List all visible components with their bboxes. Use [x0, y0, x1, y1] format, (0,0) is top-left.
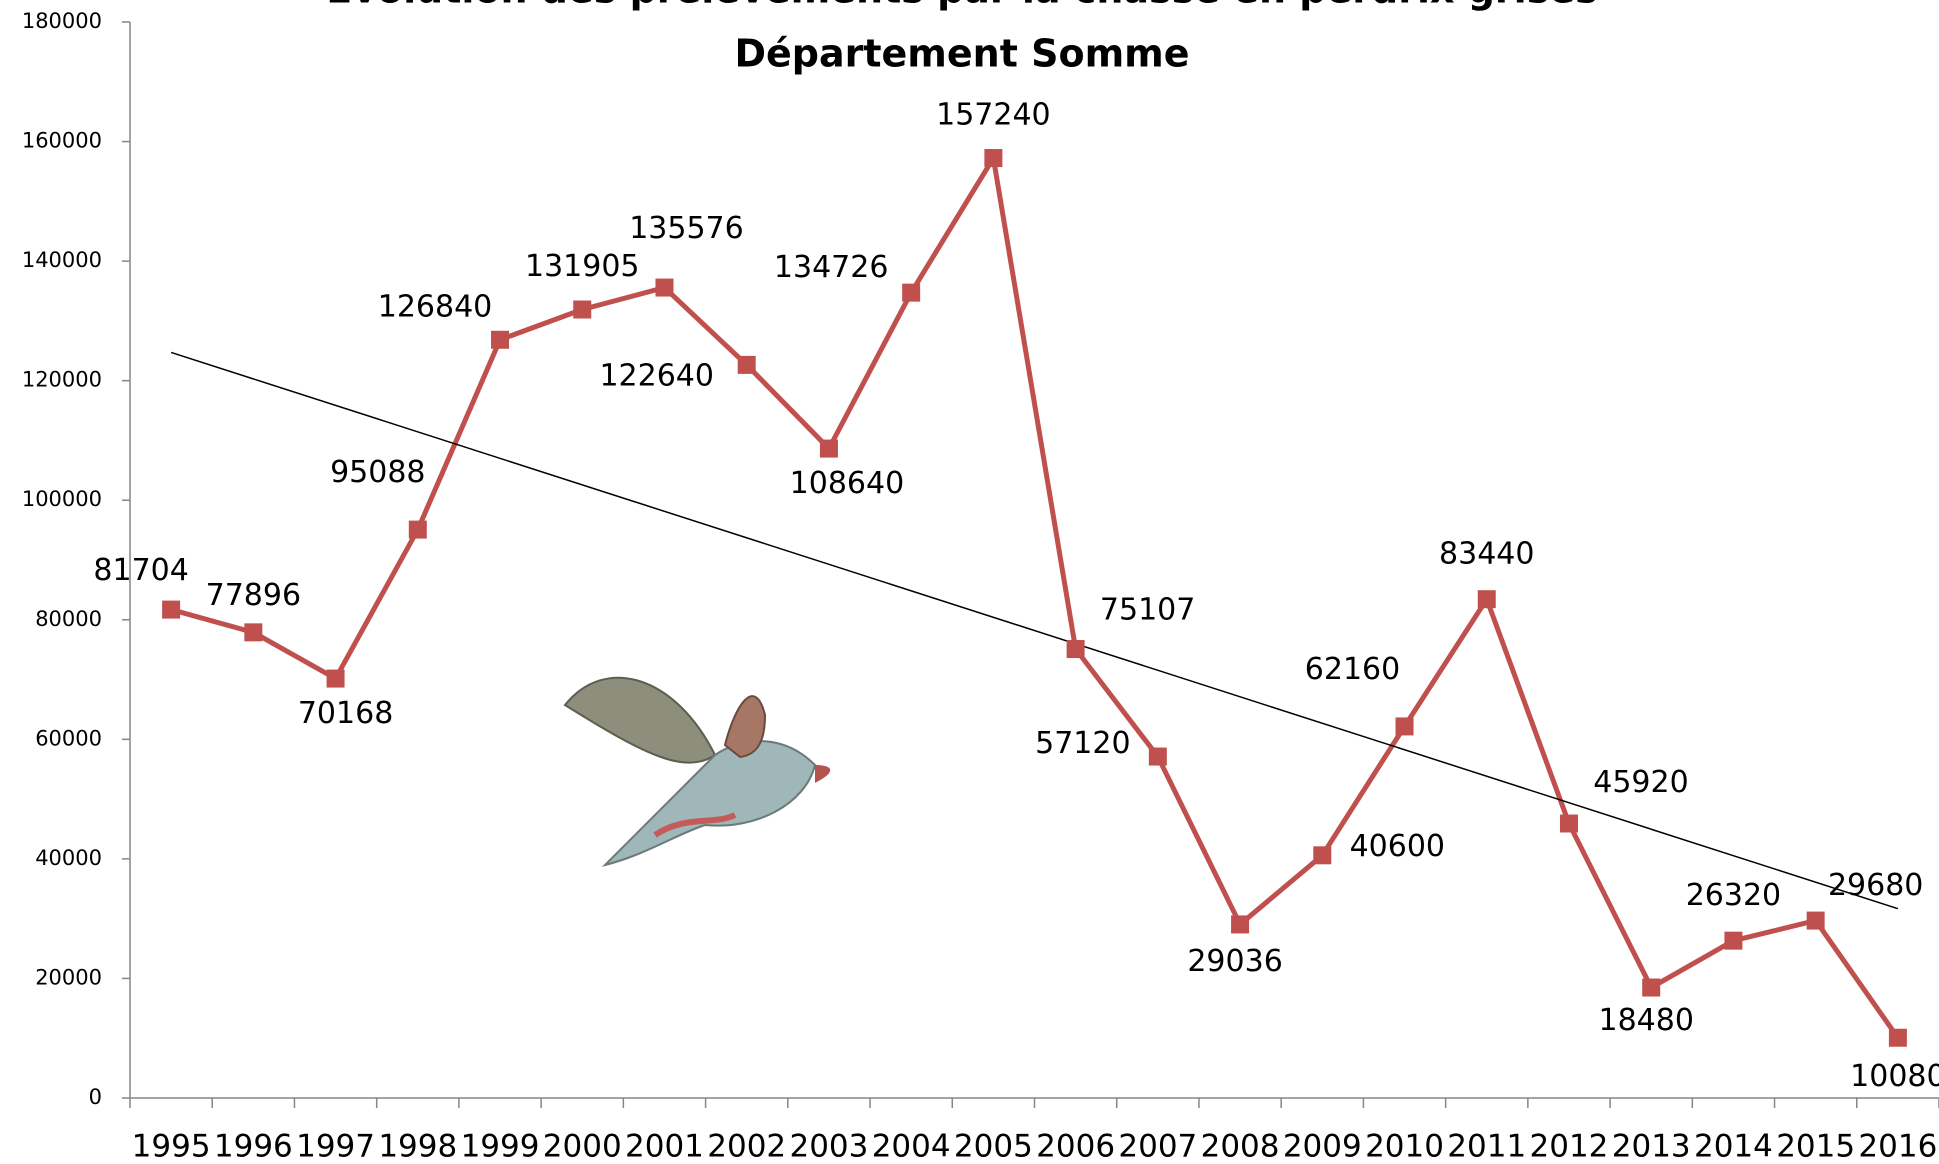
data-label: 57120: [1035, 726, 1130, 761]
data-label: 95088: [330, 455, 425, 490]
marker: [655, 279, 673, 297]
marker: [1889, 1029, 1907, 1047]
trendline: [171, 352, 1898, 908]
data-label: 157240: [936, 98, 1051, 133]
x-tick-label: 2004: [872, 1129, 951, 1164]
data-label: 40600: [1350, 829, 1445, 864]
y-tick-label: 180000: [22, 9, 102, 33]
x-tick-label: 2014: [1694, 1129, 1773, 1164]
marker: [244, 623, 262, 641]
x-tick-label: 1997: [296, 1129, 375, 1164]
marker: [820, 440, 838, 458]
marker: [327, 670, 345, 688]
data-label: 45920: [1593, 765, 1688, 800]
marker: [1478, 590, 1496, 608]
y-tick-label: 120000: [22, 368, 102, 392]
y-tick-label: 100000: [22, 487, 102, 511]
data-label: 75107: [1100, 593, 1195, 628]
data-label: 10080: [1850, 1059, 1939, 1094]
x-tick-label: 2009: [1283, 1129, 1362, 1164]
data-label: 29680: [1828, 868, 1923, 903]
x-tick-label: 2013: [1612, 1129, 1691, 1164]
marker: [409, 521, 427, 539]
marker: [1313, 846, 1331, 864]
marker: [1231, 915, 1249, 933]
marker: [162, 601, 180, 619]
x-tick-label: 2007: [1118, 1129, 1197, 1164]
x-tick-label: 2015: [1776, 1129, 1855, 1164]
data-label: 18480: [1598, 1003, 1693, 1038]
x-tick-label: 2010: [1365, 1129, 1444, 1164]
marker: [1560, 815, 1578, 833]
marker: [984, 149, 1002, 167]
data-label: 122640: [599, 358, 714, 393]
y-tick-label: 140000: [22, 248, 102, 272]
x-tick-label: 2001: [625, 1129, 704, 1164]
x-tick-label: 2006: [1036, 1129, 1115, 1164]
chart-title: Evolution des prélèvements par la chasse…: [326, 0, 1597, 12]
x-tick-label: 2016: [1858, 1129, 1937, 1164]
x-tick-label: 1999: [461, 1129, 540, 1164]
page: {"chart_data": {"type": "line", "title":…: [0, 0, 1939, 1164]
y-tick-label: 80000: [35, 607, 102, 631]
y-tick-label: 160000: [22, 129, 102, 153]
y-tick-label: 40000: [35, 846, 102, 870]
marker: [1642, 979, 1660, 997]
data-label: 62160: [1305, 652, 1400, 687]
data-label: 135576: [629, 211, 744, 246]
marker: [491, 331, 509, 349]
marker: [1067, 640, 1085, 658]
y-tick-label: 60000: [35, 726, 102, 750]
chart-subtitle: Département Somme: [734, 32, 1189, 76]
marker: [573, 301, 591, 319]
x-tick-label: 2012: [1530, 1129, 1609, 1164]
marker: [1396, 717, 1414, 735]
data-label: 126840: [378, 289, 493, 324]
x-tick-label: 1996: [214, 1129, 293, 1164]
x-tick-label: 2000: [543, 1129, 622, 1164]
data-label: 131905: [525, 249, 640, 284]
marker: [738, 356, 756, 374]
data-label: 70168: [298, 696, 393, 731]
marker: [1149, 748, 1167, 766]
chart: Evolution des prélèvements par la chasse…: [0, 0, 1939, 1164]
x-tick-label: 2011: [1447, 1129, 1526, 1164]
data-label: 26320: [1686, 878, 1781, 913]
marker: [1807, 912, 1825, 930]
data-label: 134726: [774, 250, 889, 285]
x-tick-label: 2005: [954, 1129, 1033, 1164]
partridge-illustration: [565, 678, 830, 865]
y-tick-label: 20000: [35, 965, 102, 989]
data-label: 83440: [1439, 537, 1534, 572]
data-label: 29036: [1187, 944, 1282, 979]
x-tick-label: 1995: [132, 1129, 211, 1164]
data-label: 108640: [790, 466, 905, 501]
x-tick-label: 2008: [1201, 1129, 1280, 1164]
x-tick-label: 1998: [378, 1129, 457, 1164]
y-tick-label: 0: [89, 1085, 102, 1109]
marker: [902, 284, 920, 302]
marker: [1724, 932, 1742, 950]
data-label: 81704: [93, 553, 188, 588]
data-label: 77896: [206, 578, 301, 613]
x-tick-label: 2003: [789, 1129, 868, 1164]
x-tick-label: 2002: [707, 1129, 786, 1164]
